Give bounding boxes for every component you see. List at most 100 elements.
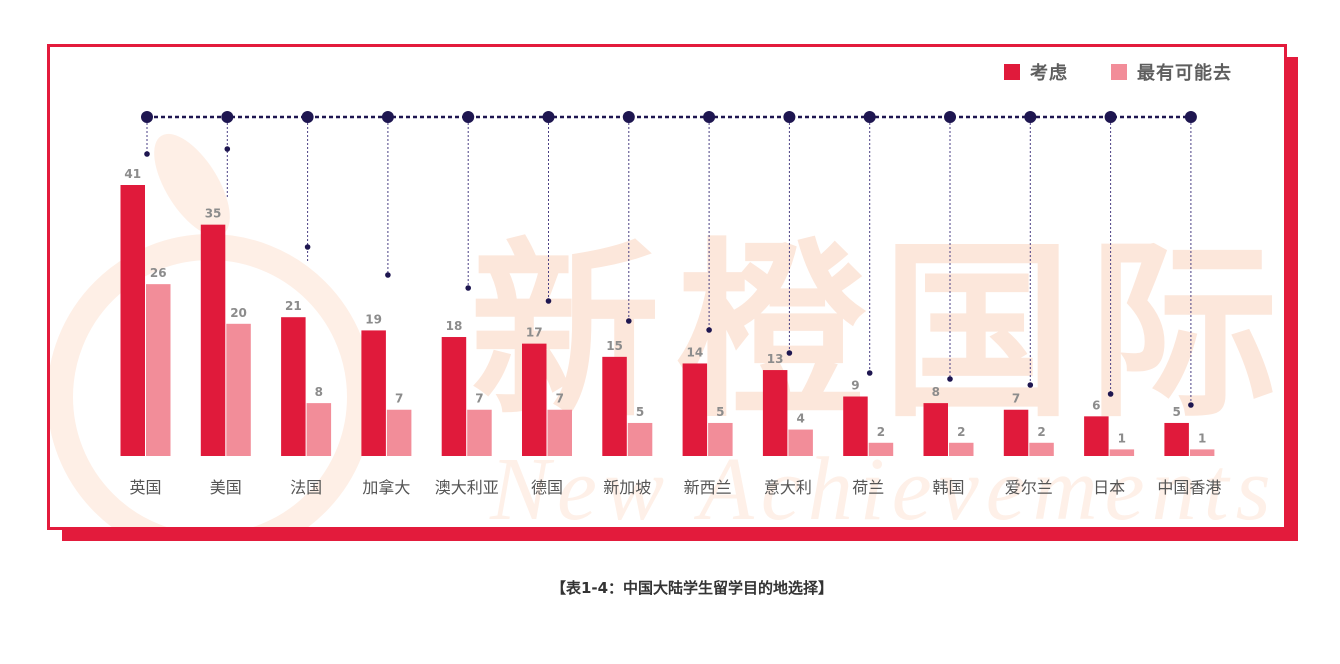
value-label-consider-4: 18 xyxy=(446,319,463,333)
category-label-3: 加拿大 xyxy=(362,478,410,497)
timeline-drop-dot xyxy=(304,244,311,250)
value-label-likely-10: 2 xyxy=(957,425,965,439)
value-label-likely-5: 7 xyxy=(556,392,564,406)
category-label-8: 意大利 xyxy=(764,478,812,497)
value-label-consider-7: 14 xyxy=(686,345,703,359)
series-consider: 4 1 35 21 19 18 17 15 14 13 9 8 7 6 5 xyxy=(120,167,1189,456)
category-label-0: 英国 xyxy=(129,478,161,497)
timeline-drop-dot xyxy=(1188,402,1194,408)
value-label-consider-11: 7 xyxy=(1012,392,1020,406)
category-label-5: 德国 xyxy=(531,478,563,497)
category-label-12: 日本 xyxy=(1093,478,1125,497)
value-label-consider-3: 19 xyxy=(365,312,382,326)
bar-consider-0 xyxy=(120,185,145,456)
category-labels: 英国 美国 法国 加拿大 澳大利亚 德国 新加坡 新西兰 意大利 荷兰 韩国 爱尔兰 日本 中国香港 xyxy=(129,478,1221,497)
timeline-node xyxy=(1104,111,1117,123)
timeline-node xyxy=(141,111,153,123)
category-label-6: 新加坡 xyxy=(603,478,651,497)
bar-likely-1 xyxy=(226,323,251,456)
bar-likely-8 xyxy=(788,429,813,456)
bar-likely-2 xyxy=(306,403,332,456)
watermark-english-text: New Achievements xyxy=(490,440,1278,530)
bar-likely-11 xyxy=(1029,442,1054,456)
timeline-node xyxy=(783,111,796,123)
bar-consider-1 xyxy=(200,224,226,456)
timeline-drop-dot xyxy=(947,376,953,382)
value-label-consider-8: 13 xyxy=(767,352,784,366)
value-label-likely-9: 2 xyxy=(877,425,885,439)
value-label-consider-9: 9 xyxy=(851,379,859,393)
value-label-likely-11: 2 xyxy=(1037,425,1045,439)
bar-consider-4 xyxy=(441,337,467,456)
value-label-likely-1: 20 xyxy=(230,306,247,320)
legend-label-likely: 最有可能去 xyxy=(1137,63,1232,84)
bar-likely-13 xyxy=(1189,449,1215,456)
bar-consider-10 xyxy=(923,403,948,456)
category-label-2: 法国 xyxy=(290,478,322,497)
value-label-consider-6: 15 xyxy=(606,339,623,353)
category-label-4: 澳大利亚 xyxy=(435,478,499,497)
category-label-13: 中国香港 xyxy=(1157,478,1221,497)
value-label-likely-6: 5 xyxy=(636,405,644,419)
category-label-11: 爱尔兰 xyxy=(1005,478,1053,497)
timeline-node xyxy=(1024,111,1037,123)
bar-consider-3 xyxy=(361,330,386,456)
bar-likely-3 xyxy=(386,409,412,456)
value-label-consider-12: 6 xyxy=(1092,398,1100,412)
value-label-likely-7: 5 xyxy=(716,405,724,419)
timeline-node xyxy=(944,111,956,123)
value-label-likely-8: 4 xyxy=(796,412,804,426)
legend-swatch-consider xyxy=(1004,64,1020,80)
category-label-7: 新西兰 xyxy=(684,478,732,497)
value-label-likely-2: 8 xyxy=(315,385,323,399)
bar-likely-7 xyxy=(708,422,733,456)
value-label-likely-4: 7 xyxy=(475,392,483,406)
timeline-drop-dot xyxy=(144,151,150,157)
bar-consider-9 xyxy=(843,396,868,456)
bar-consider-12 xyxy=(1084,416,1109,456)
legend-label-consider: 考虑 xyxy=(1030,63,1068,84)
value-label-likely-3: 7 xyxy=(395,392,403,406)
timeline-node xyxy=(301,111,314,123)
chart-caption: 【表1-4：中国大陆学生留学目的地选择】 xyxy=(550,579,834,597)
bar-likely-5 xyxy=(547,409,572,456)
timeline-node xyxy=(863,111,876,123)
timeline-node xyxy=(703,111,716,123)
legend-item-consider: 考虑 xyxy=(1004,62,1068,84)
timeline-drop-dot xyxy=(385,272,391,278)
bar-likely-12 xyxy=(1109,449,1135,456)
timeline-node xyxy=(542,111,555,123)
timeline-node xyxy=(1184,111,1197,123)
timeline-drop-dot xyxy=(706,327,712,333)
timeline-drop-dot xyxy=(626,318,632,324)
timeline-drop-dot xyxy=(866,370,873,376)
timeline-drop-dot xyxy=(786,350,793,356)
legend-item-likely: 最有可能去 xyxy=(1111,62,1232,84)
value-label-likely-12: 1 xyxy=(1118,431,1126,445)
timeline-node xyxy=(381,111,394,123)
bar-likely-4 xyxy=(467,409,492,456)
value-label-consider-13: 5 xyxy=(1172,405,1180,419)
bar-consider-7 xyxy=(682,363,708,456)
bar-likely-6 xyxy=(627,422,653,456)
legend-swatch-likely xyxy=(1111,64,1127,80)
bar-consider-5 xyxy=(522,343,547,456)
bar-likely-9 xyxy=(868,442,894,456)
timeline-drop-dot xyxy=(545,298,552,304)
timeline-decoration xyxy=(141,111,1197,408)
timeline-drop-dot xyxy=(1027,382,1034,388)
timeline-drop-dot xyxy=(465,285,472,291)
category-label-10: 韩国 xyxy=(932,478,964,497)
timeline-node xyxy=(221,111,234,123)
bar-consider-13 xyxy=(1164,422,1189,456)
value-label-likely-0: 26 xyxy=(150,266,167,280)
bar-consider-8 xyxy=(762,370,788,456)
value-label-consider-10: 8 xyxy=(932,385,940,399)
category-label-1: 美国 xyxy=(210,478,242,497)
category-label-9: 荷兰 xyxy=(852,478,884,497)
value-label-consider-1: 35 xyxy=(205,207,222,221)
value-label-consider-2: 21 xyxy=(285,299,302,313)
value-label-consider-5: 17 xyxy=(526,326,543,340)
bar-consider-11 xyxy=(1003,409,1029,456)
